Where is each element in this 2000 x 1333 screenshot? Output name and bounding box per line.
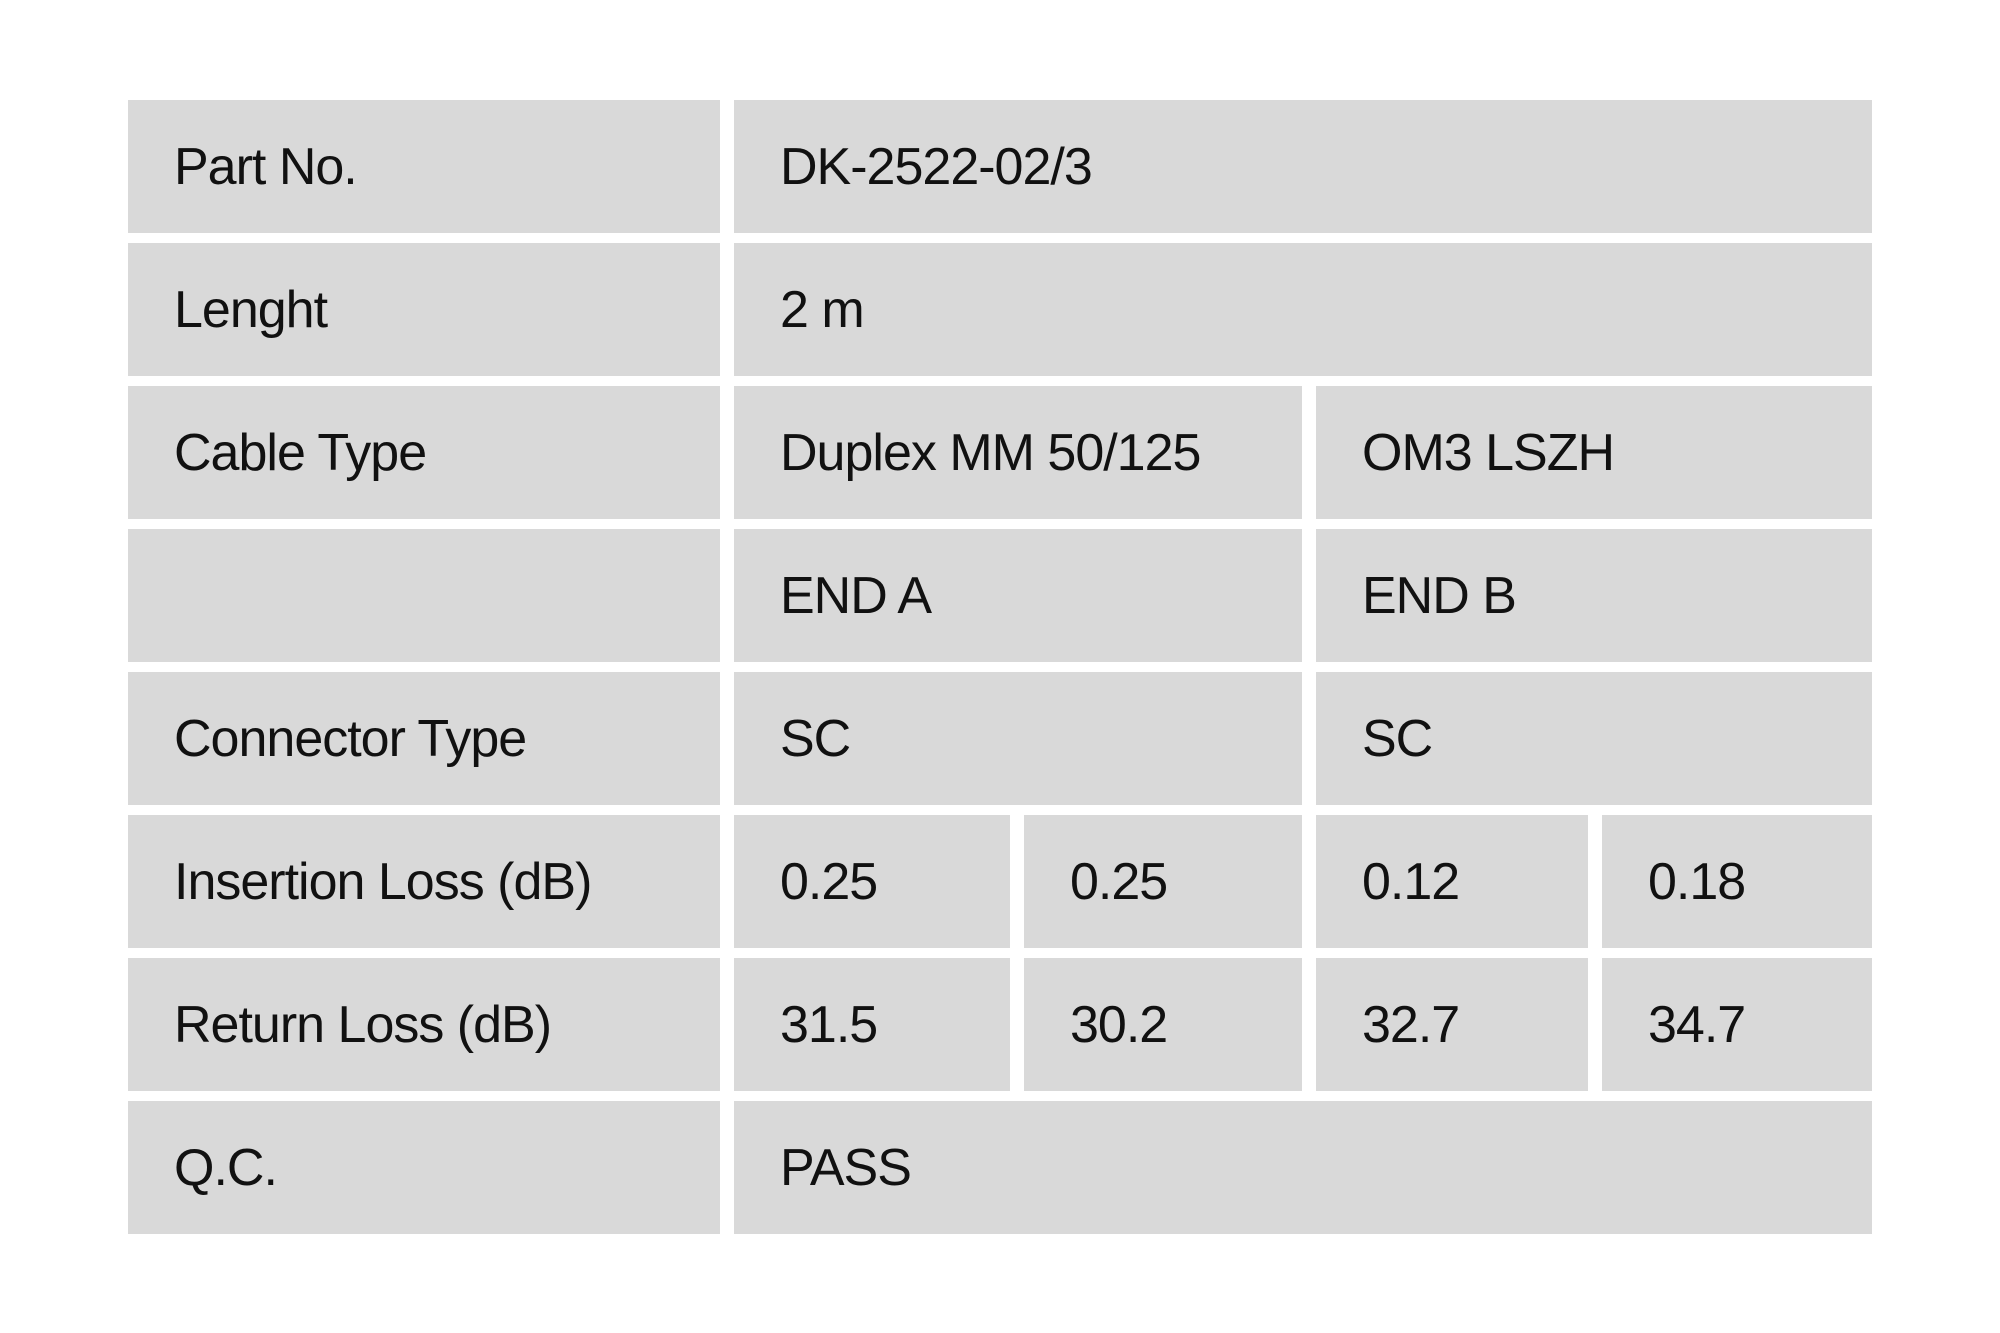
length-value: 2 m	[734, 243, 1872, 376]
part-no-value: DK-2522-02/3	[734, 100, 1872, 233]
insertion-loss-end-b-fiber-2: 0.18	[1602, 815, 1872, 948]
qc-label: Q.C.	[128, 1101, 720, 1234]
end-a-header: END A	[734, 529, 1302, 662]
cable-spec-table: Part No. DK-2522-02/3 Lenght 2 m Cable T…	[128, 100, 1872, 1234]
return-loss-end-a-fiber-1: 31.5	[734, 958, 1010, 1091]
insertion-loss-end-b-fiber-1: 0.12	[1316, 815, 1588, 948]
insertion-loss-end-a-fiber-1: 0.25	[734, 815, 1010, 948]
length-label: Lenght	[128, 243, 720, 376]
cable-type-value-b: OM3 LSZH	[1316, 386, 1872, 519]
connector-type-label: Connector Type	[128, 672, 720, 805]
part-no-label: Part No.	[128, 100, 720, 233]
insertion-loss-end-a-fiber-2: 0.25	[1024, 815, 1302, 948]
ends-header-empty-cell	[128, 529, 720, 662]
return-loss-end-b-fiber-2: 34.7	[1602, 958, 1872, 1091]
insertion-loss-label: Insertion Loss (dB)	[128, 815, 720, 948]
cable-type-value-a: Duplex MM 50/125	[734, 386, 1302, 519]
return-loss-end-b-fiber-1: 32.7	[1316, 958, 1588, 1091]
qc-value: PASS	[734, 1101, 1872, 1234]
cable-type-label: Cable Type	[128, 386, 720, 519]
return-loss-end-a-fiber-2: 30.2	[1024, 958, 1302, 1091]
connector-type-end-a: SC	[734, 672, 1302, 805]
return-loss-label: Return Loss (dB)	[128, 958, 720, 1091]
connector-type-end-b: SC	[1316, 672, 1872, 805]
end-b-header: END B	[1316, 529, 1872, 662]
